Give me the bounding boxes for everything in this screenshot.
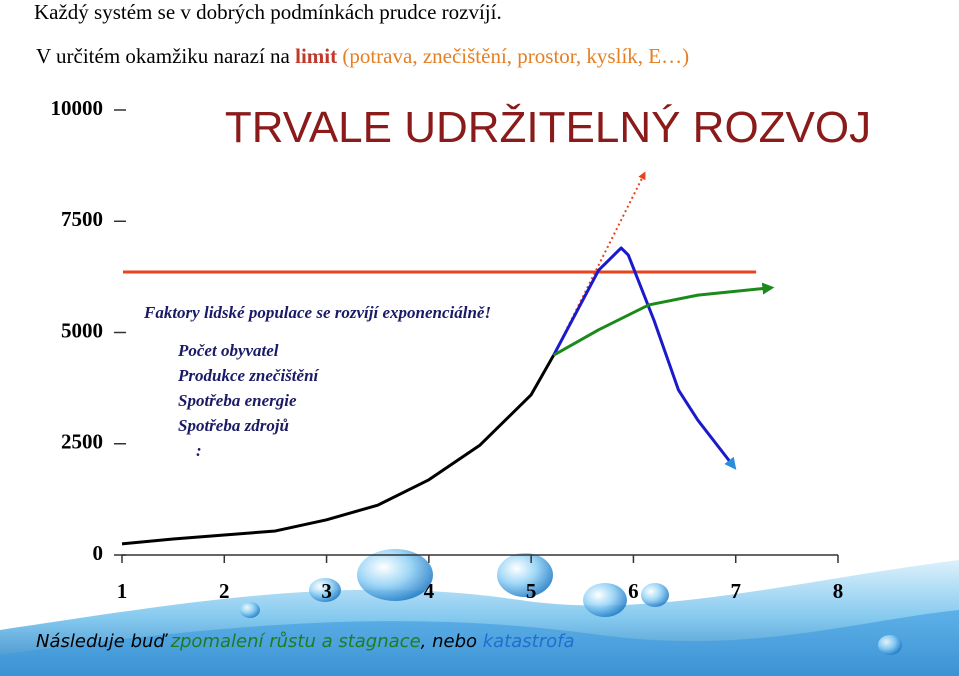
x-tick-label: 6 <box>628 579 639 603</box>
water-decoration <box>0 549 959 676</box>
x-tick-label: 2 <box>219 579 230 603</box>
footer-segment: zpomalení růstu a stagnace <box>170 631 421 652</box>
x-tick-label: 5 <box>526 579 537 603</box>
footer: Následuje buď zpomalení růstu a stagnace… <box>36 631 575 652</box>
plot: 1 2 3 4 5 6 7 8 0 2500 5000 7500 10000 <box>51 96 844 603</box>
header-segment: V určitém okamžiku narazí na <box>36 44 295 68</box>
annotation-item: Počet obyvatel <box>177 341 279 360</box>
chart-title: TRVALE UDRŽITELNÝ ROZVOJ <box>225 103 871 152</box>
y-tick-label: 10000 <box>51 96 104 120</box>
footer-segment: Následuje buď <box>36 631 171 652</box>
y-tick-label: 5000 <box>61 318 103 342</box>
y-tick-label: 2500 <box>61 430 103 454</box>
footer-segment: , nebo <box>421 631 483 652</box>
x-tick-label: 1 <box>117 579 128 603</box>
x-tick-label: 8 <box>833 579 844 603</box>
line-series <box>121 354 555 546</box>
x-tick-label: 4 <box>424 579 435 603</box>
line-series <box>552 282 775 357</box>
header-segment: (potrava, znečištění, prostor, kyslík, E… <box>337 44 689 68</box>
annotation-item: Spotřeba zdrojů <box>178 416 289 435</box>
header-line: V určitém okamžiku narazí na limit (potr… <box>36 44 689 68</box>
annotation-list: Počet obyvatel Produkce znečištění Spotřeb… <box>177 341 320 460</box>
annotation-title: Faktory lidské populace se rozvíjí expon… <box>143 303 491 322</box>
annotation-item: Spotřeba energie <box>178 391 297 410</box>
y-tick-label: 0 <box>93 541 104 565</box>
x-tick-label: 3 <box>321 579 332 603</box>
header-line: Každý systém se v dobrých podmínkách pru… <box>34 0 502 24</box>
y-tick-label: 7500 <box>61 207 103 231</box>
annotation-item: : <box>196 441 202 460</box>
header-segment: limit <box>295 44 337 68</box>
line-series <box>552 246 737 470</box>
footer-segment: katastrofa <box>483 631 575 652</box>
line-series <box>552 171 646 356</box>
annotation-item: Produkce znečištění <box>177 366 320 385</box>
x-tick-label: 7 <box>730 579 741 603</box>
